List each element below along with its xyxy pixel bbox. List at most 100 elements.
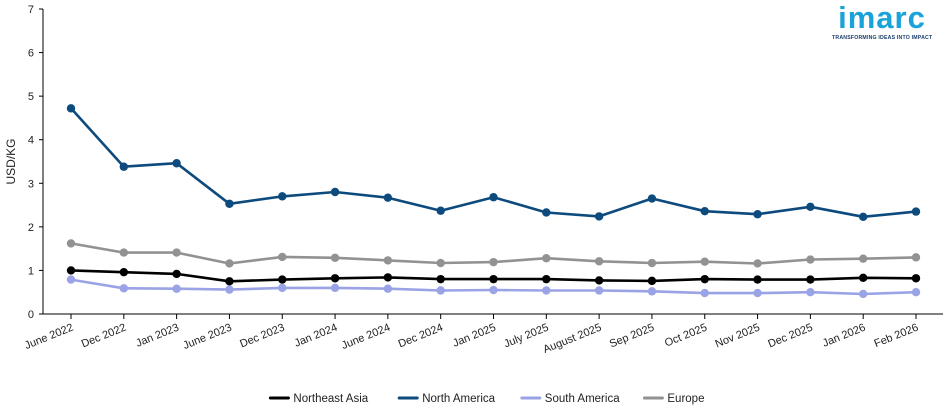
data-point xyxy=(172,269,181,279)
data-point xyxy=(383,273,393,282)
data-point xyxy=(594,212,604,221)
data-point xyxy=(225,199,234,208)
data-point xyxy=(542,254,551,263)
data-point xyxy=(436,206,445,215)
data-point xyxy=(647,287,657,296)
data-point xyxy=(278,283,287,293)
x-tick-label: Jan 2023 xyxy=(134,322,180,350)
data-point xyxy=(647,258,657,268)
data-point xyxy=(489,257,498,267)
x-tick-label: Jan 2026 xyxy=(821,322,867,350)
data-point xyxy=(383,256,393,265)
data-point xyxy=(172,248,181,257)
data-point xyxy=(647,194,657,203)
data-point xyxy=(278,252,287,262)
data-point xyxy=(119,162,129,171)
x-tick-label: Nov 2025 xyxy=(714,322,762,351)
x-tick-label: Sep 2025 xyxy=(608,322,656,351)
data-point xyxy=(330,187,340,197)
data-point xyxy=(858,273,868,283)
data-point xyxy=(66,104,76,113)
y-tick-label: 1 xyxy=(28,265,34,277)
data-point xyxy=(753,210,762,219)
data-point xyxy=(700,274,709,284)
x-tick-label: Oct 2025 xyxy=(663,322,709,350)
data-point xyxy=(753,288,762,298)
data-point xyxy=(172,284,181,293)
data-point xyxy=(806,202,815,212)
legend: Northeast Asia North America South America… xyxy=(268,393,704,405)
data-point xyxy=(594,257,604,266)
x-tick-label: August 2025 xyxy=(541,322,603,356)
legend-label: Northeast Asia xyxy=(293,393,368,405)
data-point xyxy=(542,286,551,295)
data-point xyxy=(330,274,340,283)
data-point xyxy=(119,248,129,257)
data-point xyxy=(383,193,393,202)
y-tick-label: 2 xyxy=(28,222,34,234)
data-point xyxy=(542,208,551,217)
data-point xyxy=(858,212,868,222)
data-point xyxy=(225,259,234,268)
data-point xyxy=(911,288,921,297)
data-point xyxy=(66,239,76,248)
data-point xyxy=(753,275,762,284)
data-point xyxy=(647,276,657,286)
legend-item: South America xyxy=(520,393,620,405)
y-tick-label: 7 xyxy=(28,4,34,16)
y-tick-label: 0 xyxy=(28,309,34,321)
x-tick-label: June 2022 xyxy=(23,322,75,352)
data-point xyxy=(542,274,551,284)
data-point xyxy=(858,254,868,263)
data-point xyxy=(436,258,445,268)
data-point xyxy=(436,286,445,295)
series-north-america xyxy=(66,104,921,222)
logo-tagline: TRANSFORMING IDEAS INTO IMPACT xyxy=(832,35,933,41)
data-point xyxy=(278,192,287,201)
x-tick-label: Jan 2024 xyxy=(293,322,339,350)
data-point xyxy=(66,266,76,275)
x-tick-label: June 2024 xyxy=(340,322,392,352)
data-point xyxy=(119,267,129,277)
data-point xyxy=(911,274,921,283)
series-layer xyxy=(66,104,921,299)
data-point xyxy=(489,285,498,295)
data-point xyxy=(806,275,815,284)
data-point xyxy=(594,286,604,295)
x-tick-label: Jan 2025 xyxy=(451,322,497,350)
y-tick-label: 4 xyxy=(28,135,34,147)
imarc-logo: imarc TRANSFORMING IDEAS INTO IMPACT xyxy=(832,0,933,42)
data-point xyxy=(911,253,921,262)
y-axis-title: USD/KG xyxy=(4,138,18,184)
logo-wordmark: imarc xyxy=(838,0,926,35)
legend-label: South America xyxy=(545,393,620,405)
data-point xyxy=(119,284,129,293)
data-point xyxy=(278,275,287,284)
data-point xyxy=(911,207,921,216)
y-tick-label: 6 xyxy=(28,48,34,60)
legend-label: North America xyxy=(422,393,495,405)
data-point xyxy=(436,274,445,284)
data-point xyxy=(806,255,815,264)
data-point xyxy=(172,159,181,168)
data-point xyxy=(225,277,234,286)
x-tick-label: Feb 2026 xyxy=(873,322,921,351)
data-point xyxy=(700,288,709,298)
legend-item: North America xyxy=(397,393,496,405)
x-tick-label: Dec 2022 xyxy=(80,322,128,351)
series-northeast-asia xyxy=(66,266,921,286)
x-tick-label: Dec 2024 xyxy=(397,322,445,351)
data-point xyxy=(700,257,709,266)
legend-item: Europe xyxy=(642,393,704,405)
legend-item: Northeast Asia xyxy=(268,393,369,405)
legend-label: Europe xyxy=(667,393,704,405)
y-tick-label: 5 xyxy=(28,91,34,103)
data-point xyxy=(806,288,815,297)
data-point xyxy=(330,253,340,262)
series-europe xyxy=(66,239,921,268)
data-point xyxy=(858,289,868,299)
series-south-america xyxy=(66,275,921,299)
data-point xyxy=(66,275,76,284)
